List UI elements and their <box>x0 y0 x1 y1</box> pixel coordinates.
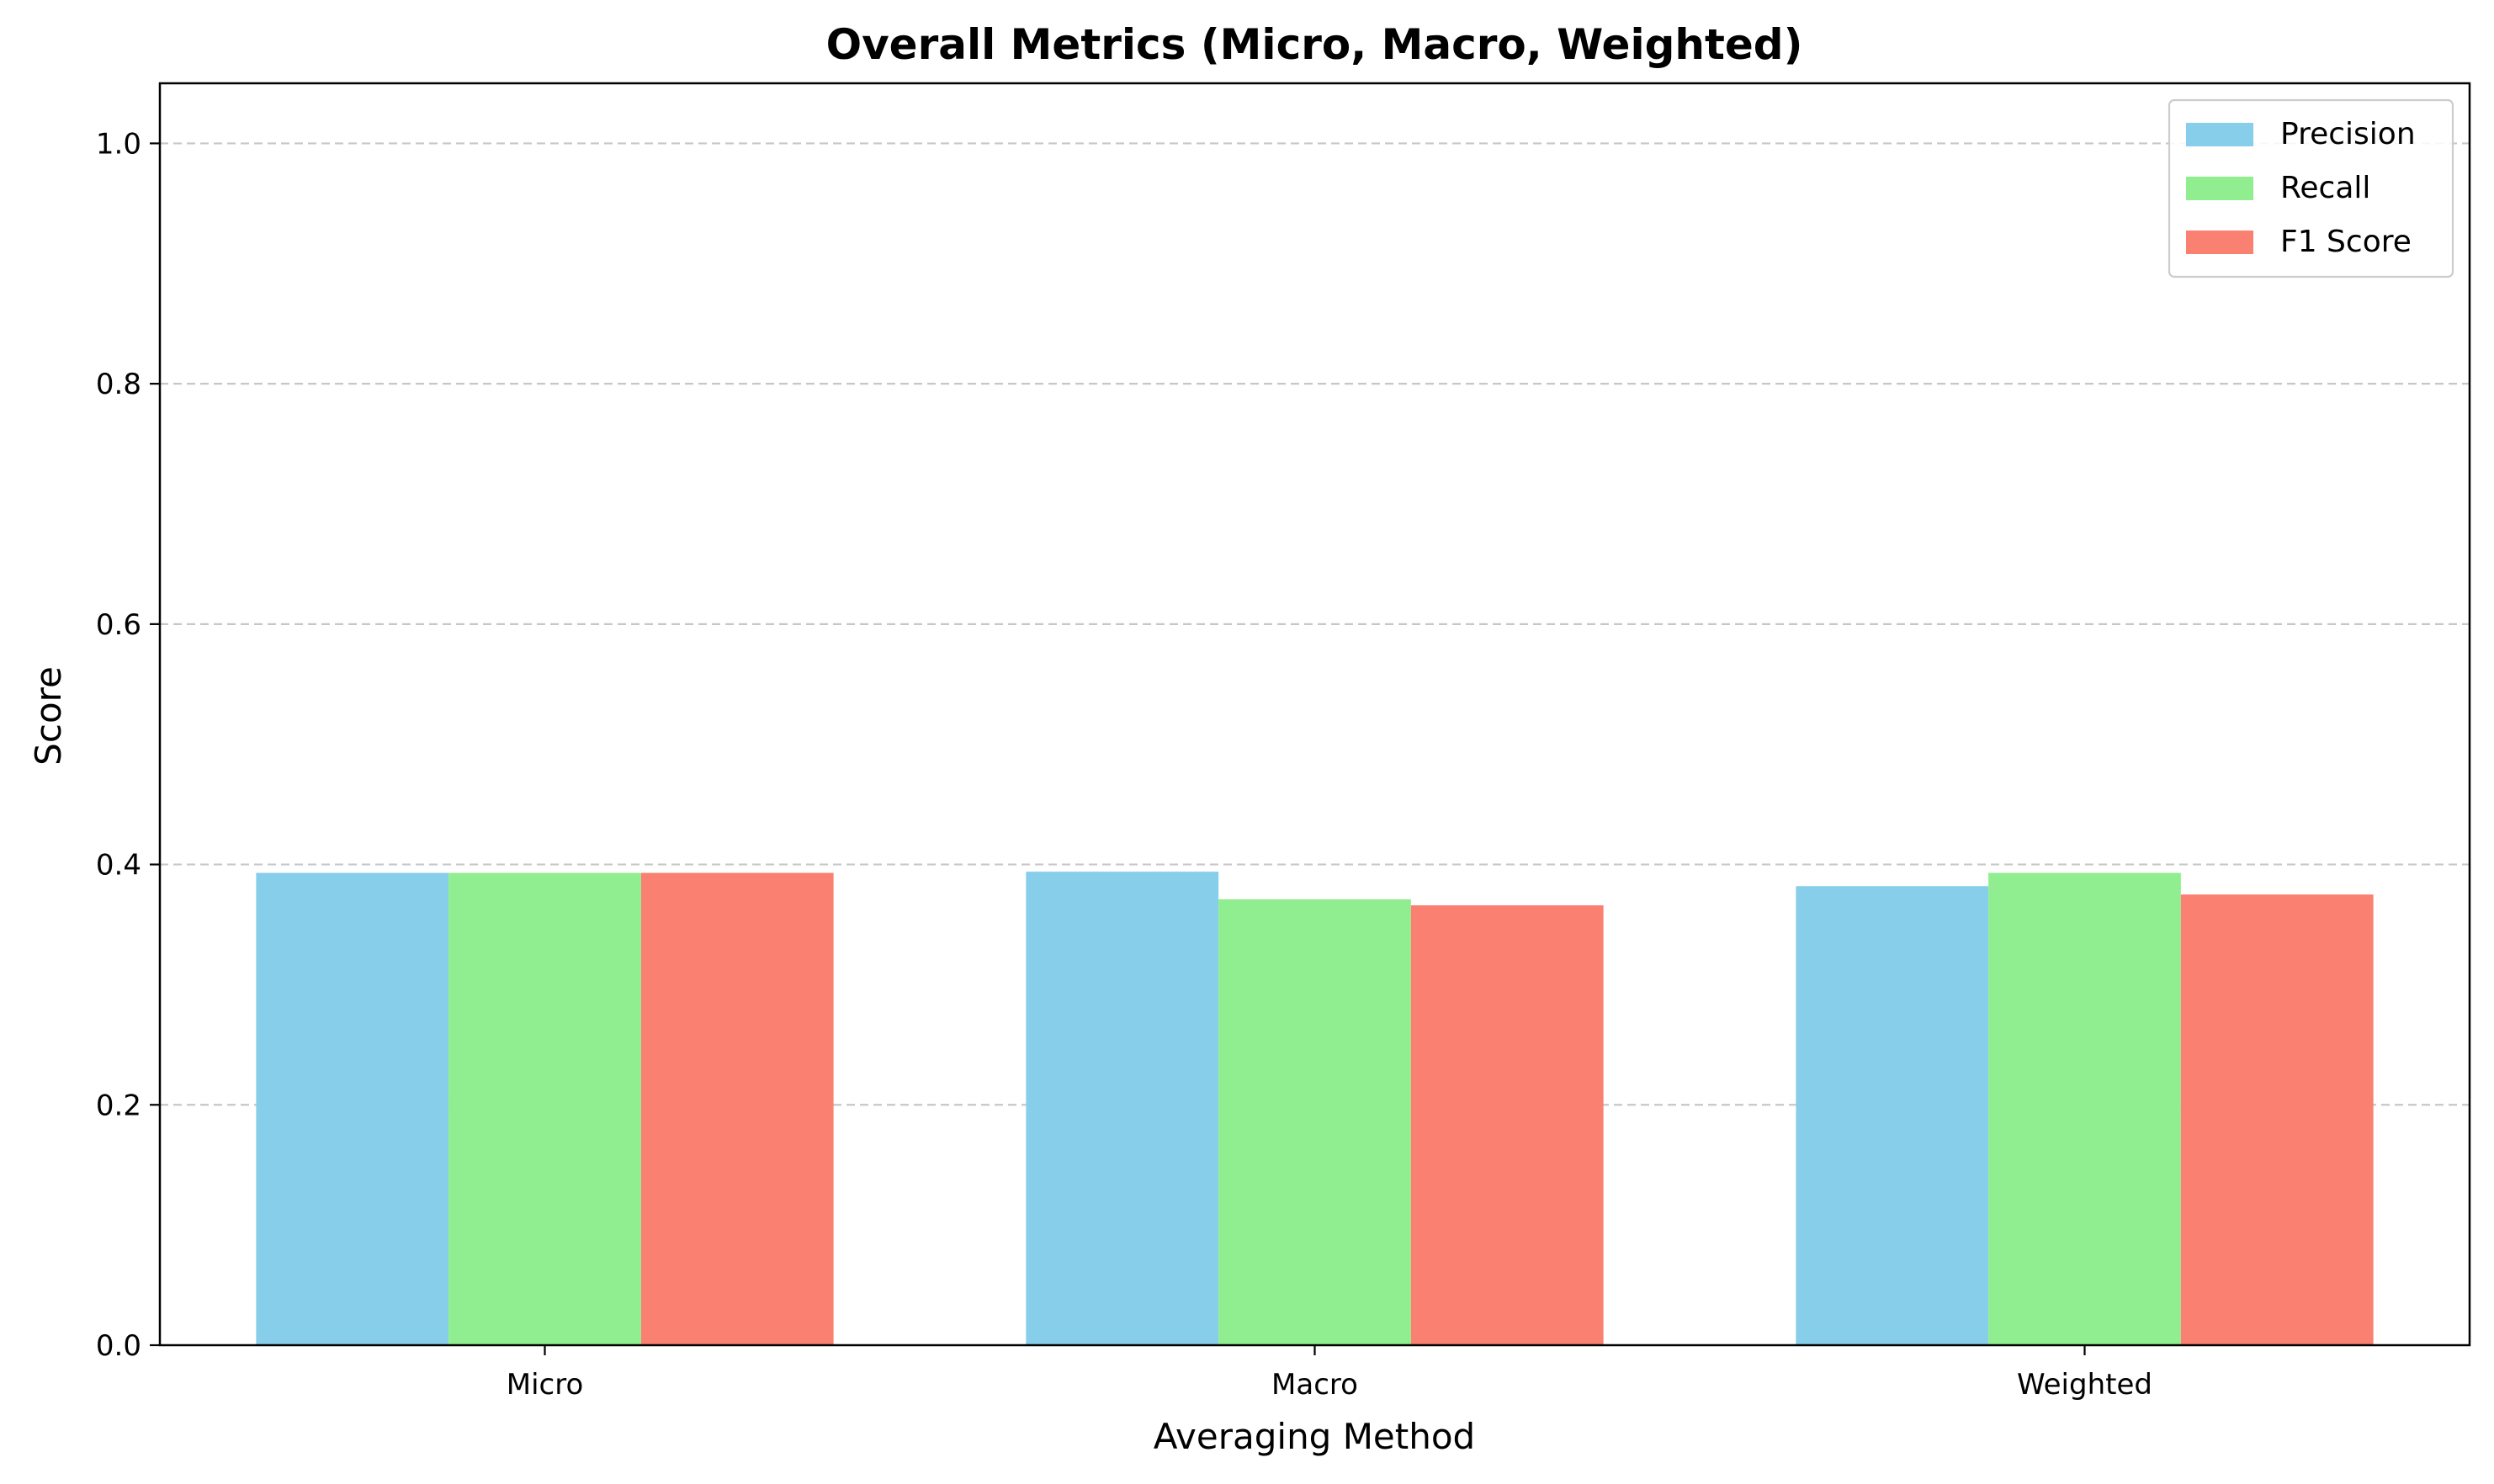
y-tick-label: 0.0 <box>96 1329 141 1363</box>
y-tick-label: 1.0 <box>96 127 141 161</box>
x-tick-label: Macro <box>1271 1368 1358 1402</box>
legend-label: F1 Score <box>2280 225 2412 259</box>
legend-label: Precision <box>2280 117 2416 151</box>
bars <box>256 872 2374 1345</box>
chart-title: Overall Metrics (Micro, Macro, Weighted) <box>826 20 1803 69</box>
legend-swatch <box>2186 177 2253 200</box>
y-tick-label: 0.2 <box>96 1089 141 1122</box>
legend[interactable]: Precision Recall F1 Score <box>2168 98 2454 278</box>
bar-f1-score-weighted <box>2180 894 2374 1345</box>
bar-f1-score-macro <box>1410 905 1604 1345</box>
x-tick-label: Micro <box>507 1368 584 1402</box>
bar-recall-macro <box>1218 899 1411 1345</box>
bar-precision-macro <box>1026 872 1219 1345</box>
bar-f1-score-micro <box>640 872 834 1345</box>
y-axis-label: Score <box>28 666 69 766</box>
y-tick-label: 0.4 <box>96 849 141 882</box>
bar-precision-weighted <box>1796 886 1989 1345</box>
x-axis-ticks: Micro Macro Weighted <box>507 1345 2152 1402</box>
y-axis-ticks: 0.0 0.2 0.4 0.6 0.8 1.0 <box>96 127 160 1363</box>
legend-label: Recall <box>2280 171 2370 205</box>
bar-recall-weighted <box>1988 872 2181 1345</box>
legend-swatch <box>2186 123 2253 146</box>
y-tick-label: 0.8 <box>96 368 141 401</box>
bar-precision-micro <box>256 872 449 1345</box>
legend-swatch <box>2186 231 2253 254</box>
bar-recall-micro <box>448 872 641 1345</box>
y-tick-label: 0.6 <box>96 608 141 642</box>
x-axis-label: Averaging Method <box>1154 1416 1475 1457</box>
x-tick-label: Weighted <box>2017 1368 2152 1402</box>
